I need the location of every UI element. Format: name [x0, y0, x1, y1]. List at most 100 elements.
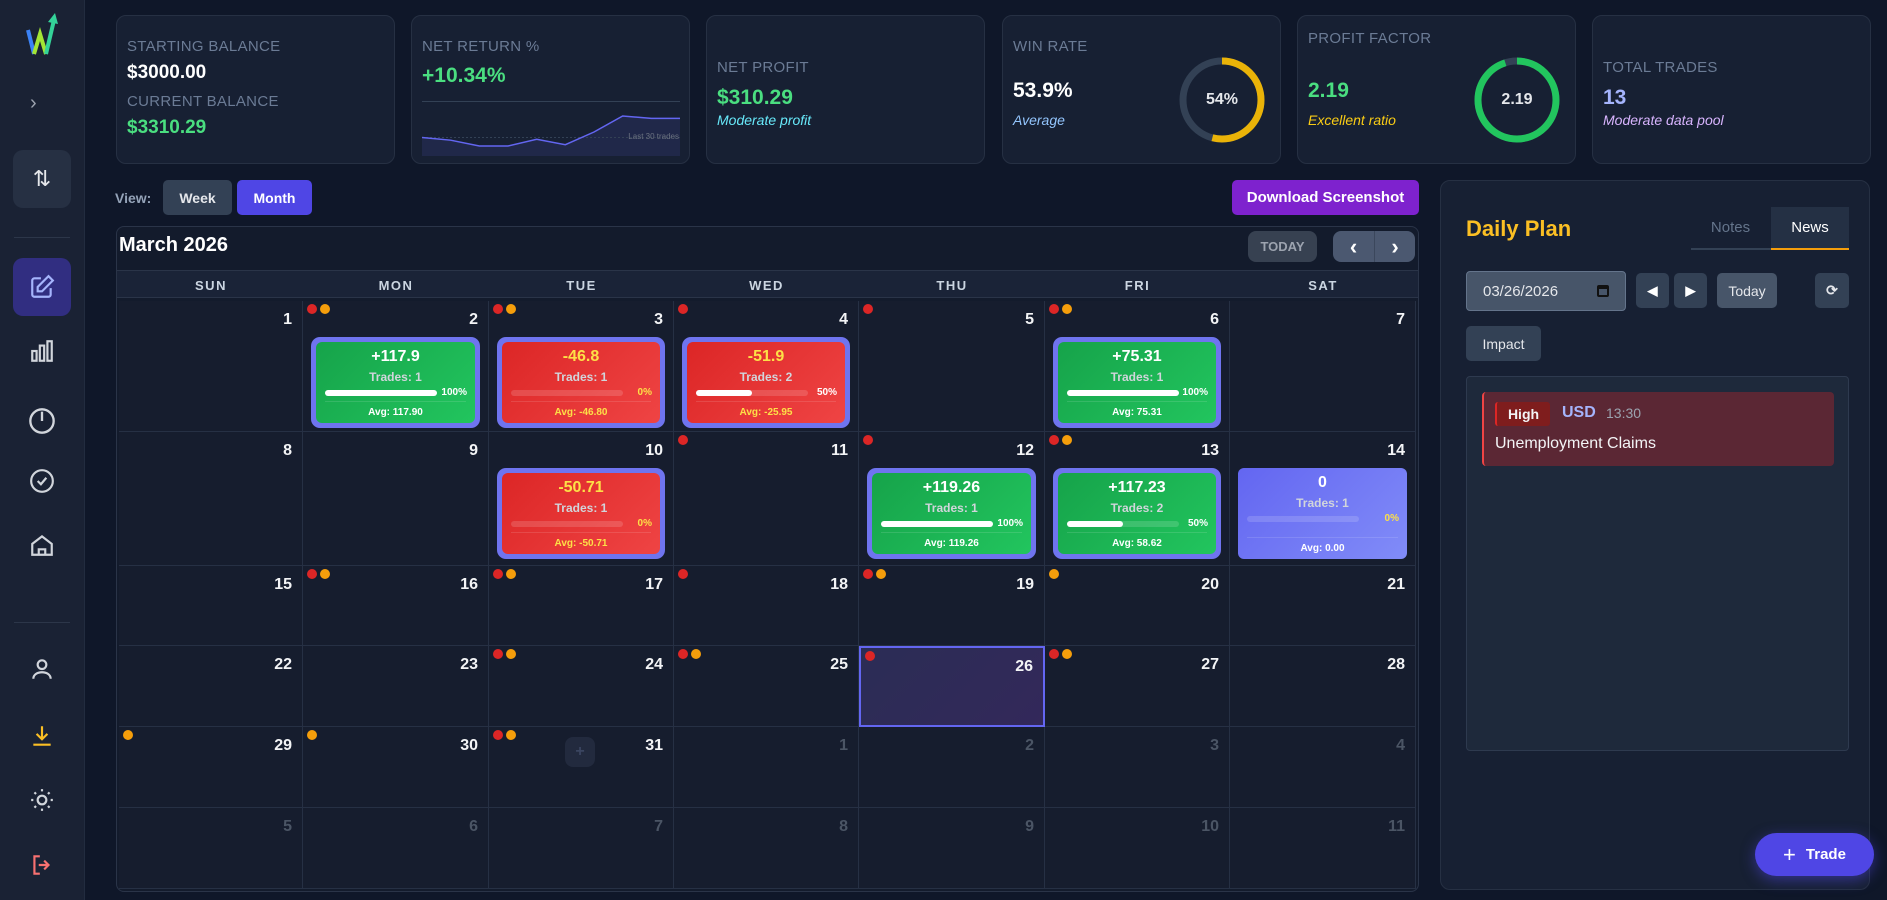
trade-summary-card[interactable]: 0 Trades: 1 0% Avg: 0.00 [1238, 468, 1407, 559]
day-number: 26 [1015, 658, 1033, 675]
day-number: 30 [460, 737, 478, 754]
calendar-day-cell[interactable]: 23 [303, 646, 489, 727]
plus-icon: + [1783, 841, 1796, 867]
calendar-day-cell[interactable]: 4 -51.9 Trades: 2 50% Avg: -25.95 [674, 301, 859, 432]
trade-count: Trades: 1 [369, 370, 422, 384]
calendar-day-cell[interactable]: 28 [1230, 646, 1416, 727]
calendar-day-cell[interactable]: 10 -50.71 Trades: 1 0% Avg: -50.71 [489, 432, 674, 566]
day-number: 24 [645, 656, 663, 673]
tab-notes[interactable]: Notes [1710, 219, 1751, 236]
calendar-day-cell[interactable]: 14 0 Trades: 1 0% Avg: 0.00 [1230, 432, 1416, 566]
calendar-day-cell[interactable]: 30 [303, 727, 489, 808]
next-day-button[interactable]: ▶ [1674, 273, 1707, 308]
calendar-day-cell[interactable]: 9 [303, 432, 489, 566]
calendar-day-cell[interactable]: 22 [119, 646, 303, 727]
trade-summary-card[interactable]: +75.31 Trades: 1 100% Avg: 75.31 [1053, 337, 1221, 428]
download-button[interactable] [13, 707, 71, 765]
calendar-day-cell[interactable]: 19 [859, 566, 1045, 646]
calendar-day-cell[interactable]: 12 +119.26 Trades: 1 100% Avg: 119.26 [859, 432, 1045, 566]
calendar-day-cell[interactable]: 25 [674, 646, 859, 727]
home-button[interactable] [13, 516, 71, 574]
calendar-day-cell[interactable]: 16 [303, 566, 489, 646]
avg-pnl: Avg: -46.80 [511, 401, 651, 418]
calendar-day-cell[interactable]: 18 [674, 566, 859, 646]
journal-button[interactable] [13, 258, 71, 316]
trade-count: Trades: 1 [925, 501, 978, 515]
calendar-day-cell[interactable]: 1 [674, 727, 859, 808]
calendar-day-cell[interactable]: 24 [489, 646, 674, 727]
trade-summary-card[interactable]: +117.9 Trades: 1 100% Avg: 117.90 [311, 337, 480, 428]
calendar-next-button[interactable]: › [1374, 231, 1415, 262]
win-rate-bar [1067, 390, 1179, 396]
calendar-day-cell[interactable]: 9 [859, 808, 1045, 889]
calendar-day-cell[interactable]: 1 [119, 301, 303, 432]
calendar-day-cell[interactable]: 17 [489, 566, 674, 646]
logout-button[interactable] [13, 836, 71, 894]
trade-summary-card[interactable]: -50.71 Trades: 1 0% Avg: -50.71 [497, 468, 665, 559]
calendar-day-cell[interactable]: 20 [1045, 566, 1230, 646]
tab-news[interactable]: News [1771, 207, 1849, 250]
calendar-day-cell[interactable]: 6 +75.31 Trades: 1 100% Avg: 75.31 [1045, 301, 1230, 432]
add-trade-button[interactable]: + Trade [1755, 833, 1874, 876]
calendar-day-cell[interactable]: 15 [119, 566, 303, 646]
ring-progress [1474, 57, 1560, 143]
prev-day-button[interactable]: ◀ [1636, 273, 1669, 308]
calendar-prev-button[interactable]: ‹ [1333, 231, 1374, 262]
day-number: 7 [654, 818, 663, 835]
day-number: 27 [1201, 656, 1219, 673]
add-trade-day-button[interactable]: + [565, 737, 595, 767]
checklist-button[interactable] [13, 452, 71, 510]
calendar-day-cell[interactable]: 7 [489, 808, 674, 889]
calendar-day-cell[interactable]: 8 [119, 432, 303, 566]
date-input[interactable]: 03/26/2026 [1466, 271, 1626, 311]
ring-progress [1179, 57, 1265, 143]
trade-summary-card[interactable]: -46.8 Trades: 1 0% Avg: -46.80 [497, 337, 665, 428]
day-pnl: -51.9 [747, 348, 785, 365]
tab-underline [1691, 248, 1849, 250]
edit-icon [31, 274, 55, 298]
day-pnl: +117.23 [1108, 479, 1166, 496]
calendar-day-cell[interactable]: 31 + [489, 727, 674, 808]
download-screenshot-button[interactable]: Download Screenshot [1232, 180, 1419, 215]
month-view-button[interactable]: Month [237, 180, 312, 215]
today-button[interactable]: Today [1717, 273, 1777, 308]
swap-button[interactable]: ⇅ [13, 150, 71, 208]
calendar-day-cell[interactable]: 2 +117.9 Trades: 1 100% Avg: 117.90 [303, 301, 489, 432]
high-impact-dot [678, 649, 688, 659]
refresh-button[interactable]: ⟳ [1815, 273, 1849, 308]
calendar-today-button[interactable]: TODAY [1248, 231, 1317, 262]
theme-button[interactable] [13, 771, 71, 829]
calendar-day-cell[interactable]: 26 [859, 646, 1045, 727]
trade-summary-card[interactable]: +117.23 Trades: 2 50% Avg: 58.62 [1053, 468, 1221, 559]
week-view-button[interactable]: Week [163, 180, 232, 215]
calendar-day-cell[interactable]: 4 [1230, 727, 1416, 808]
calendar-day-cell[interactable]: 11 [1230, 808, 1416, 889]
medium-impact-dot [876, 569, 886, 579]
calendar-title: March 2026 [119, 234, 228, 256]
expand-chevron-icon[interactable]: › [30, 92, 37, 114]
analytics-button[interactable] [13, 322, 71, 380]
calendar-day-cell[interactable]: 27 [1045, 646, 1230, 727]
news-item[interactable]: High USD 13:30 Unemployment Claims [1482, 392, 1834, 466]
trade-summary-card[interactable]: +119.26 Trades: 1 100% Avg: 119.26 [867, 468, 1036, 559]
profile-button[interactable] [13, 640, 71, 698]
calendar-day-cell[interactable]: 6 [303, 808, 489, 889]
calendar-day-cell[interactable]: 29 [119, 727, 303, 808]
win-rate-bar-fill [1067, 390, 1179, 396]
impact-filter-button[interactable]: Impact [1466, 326, 1541, 361]
high-impact-dot [1049, 649, 1059, 659]
calendar-day-cell[interactable]: 2 [859, 727, 1045, 808]
calendar-day-cell[interactable]: 7 [1230, 301, 1416, 432]
calendar-day-cell[interactable]: 10 [1045, 808, 1230, 889]
calendar-day-cell[interactable]: 5 [119, 808, 303, 889]
gauge-button[interactable] [13, 392, 71, 450]
calendar-day-cell[interactable]: 21 [1230, 566, 1416, 646]
calendar-day-cell[interactable]: 11 [674, 432, 859, 566]
calendar-day-cell[interactable]: 8 [674, 808, 859, 889]
calendar-day-cell[interactable]: 3 [1045, 727, 1230, 808]
calendar-day-cell[interactable]: 13 +117.23 Trades: 2 50% Avg: 58.62 [1045, 432, 1230, 566]
calendar-day-cell[interactable]: 3 -46.8 Trades: 1 0% Avg: -46.80 [489, 301, 674, 432]
day-number: 1 [283, 311, 292, 328]
trade-summary-card[interactable]: -51.9 Trades: 2 50% Avg: -25.95 [682, 337, 850, 428]
calendar-day-cell[interactable]: 5 [859, 301, 1045, 432]
